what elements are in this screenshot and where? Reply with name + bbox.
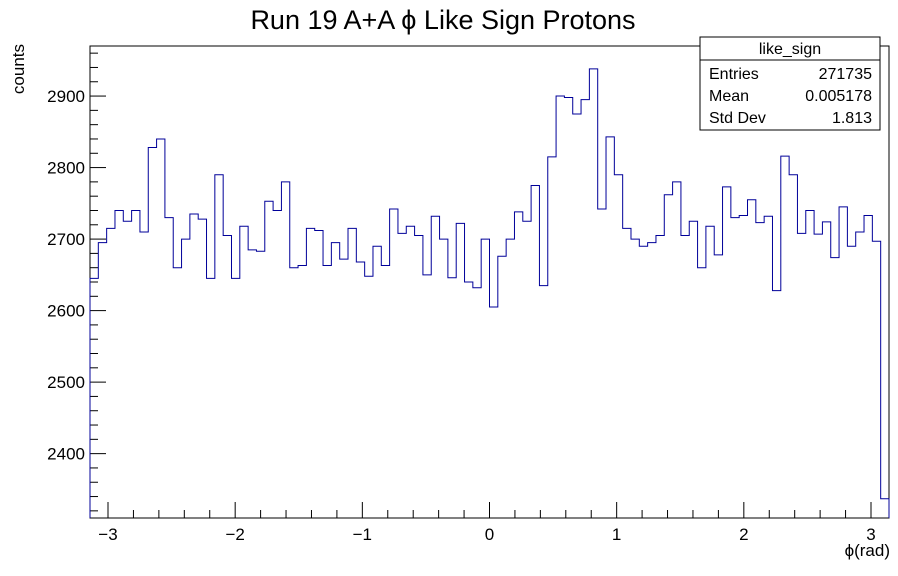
x-axis-tick-labels: −3 −2 −1 0 1 2 3 xyxy=(98,525,875,544)
stats-entries-value: 271735 xyxy=(819,66,872,83)
stats-mean-label: Mean xyxy=(709,88,749,105)
stats-box-title: like_sign xyxy=(759,41,821,58)
stats-mean-value: 0.005178 xyxy=(805,88,872,105)
x-tick-label: 2 xyxy=(739,525,748,544)
x-tick-label: 0 xyxy=(485,525,494,544)
x-axis-label: ϕ(rad) xyxy=(845,541,890,560)
y-axis-label: counts xyxy=(9,44,28,94)
y-axis-tick-labels: 2400 2500 2600 2700 2800 2900 xyxy=(47,87,85,464)
y-axis-ticks xyxy=(90,52,106,512)
y-tick-label: 2700 xyxy=(47,230,85,249)
y-tick-label: 2400 xyxy=(47,445,85,464)
x-axis-ticks xyxy=(107,502,872,518)
stats-box-frame xyxy=(699,36,881,131)
x-tick-label: −1 xyxy=(353,525,372,544)
y-tick-label: 2500 xyxy=(47,373,85,392)
stats-entries-label: Entries xyxy=(709,66,759,83)
stats-box: like_sign Entries 271735 Mean 0.005178 S… xyxy=(699,36,881,131)
x-tick-label: 3 xyxy=(866,525,875,544)
y-tick-label: 2900 xyxy=(47,87,85,106)
x-tick-label: −2 xyxy=(225,525,244,544)
stats-stddev-label: Std Dev xyxy=(709,110,766,127)
y-tick-label: 2600 xyxy=(47,302,85,321)
x-tick-label: 1 xyxy=(612,525,621,544)
stats-stddev-value: 1.813 xyxy=(832,110,872,127)
histogram-series-line xyxy=(89,68,890,518)
chart-title: Run 19 A+A ϕ Like Sign Protons xyxy=(250,5,635,35)
y-tick-label: 2800 xyxy=(47,159,85,178)
x-tick-label: −3 xyxy=(98,525,117,544)
